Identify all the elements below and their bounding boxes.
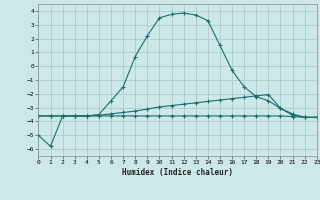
- X-axis label: Humidex (Indice chaleur): Humidex (Indice chaleur): [122, 168, 233, 177]
